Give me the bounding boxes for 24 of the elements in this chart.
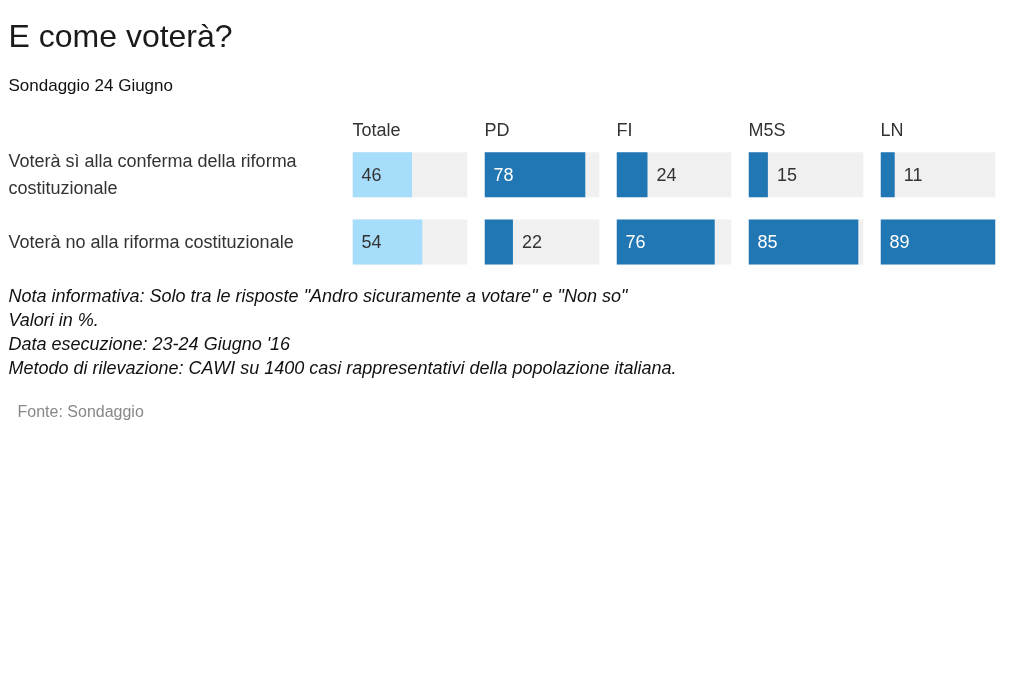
text: Metodo di rilevazione: CAWI su 1400 casi rappresentativi della popolazione italiana. bbox=[8, 357, 677, 378]
data-label: 11 bbox=[903, 165, 923, 186]
chart-title: LN bbox=[880, 120, 904, 141]
data-label: 22 bbox=[521, 232, 542, 253]
text: Valori in %. bbox=[8, 309, 99, 330]
data-label: 54 bbox=[361, 232, 382, 253]
text: Totale bbox=[352, 120, 401, 141]
y-tick-label: Voterà no alla riforma costituzionale bbox=[8, 231, 294, 252]
text: Nota informativa: Solo tra le risposte "Andro sicuramente a votare" e "Non so" bbox=[8, 285, 629, 306]
chart-title: M5S bbox=[748, 120, 786, 141]
data-label: 24 bbox=[656, 165, 677, 186]
text: Sondaggio 24 Giugno bbox=[8, 76, 173, 95]
text: E come voterà? bbox=[8, 17, 233, 54]
data-label: 89 bbox=[889, 232, 910, 253]
data-label: 15 bbox=[776, 165, 797, 186]
text: Data esecuzione: 23-24 Giugno '16 bbox=[8, 333, 292, 354]
data-label: 78 bbox=[493, 165, 514, 186]
data-label: 85 bbox=[757, 232, 778, 253]
chart-title: FI bbox=[616, 120, 633, 141]
source-note: Fonte: Sondaggio bbox=[17, 403, 144, 420]
data-label: 76 bbox=[625, 232, 646, 253]
data-label: 46 bbox=[361, 165, 382, 186]
y-tick-label: Voterà sì alla conferma della riforma costituzionale bbox=[8, 151, 298, 198]
chart-title: PD bbox=[484, 120, 510, 141]
